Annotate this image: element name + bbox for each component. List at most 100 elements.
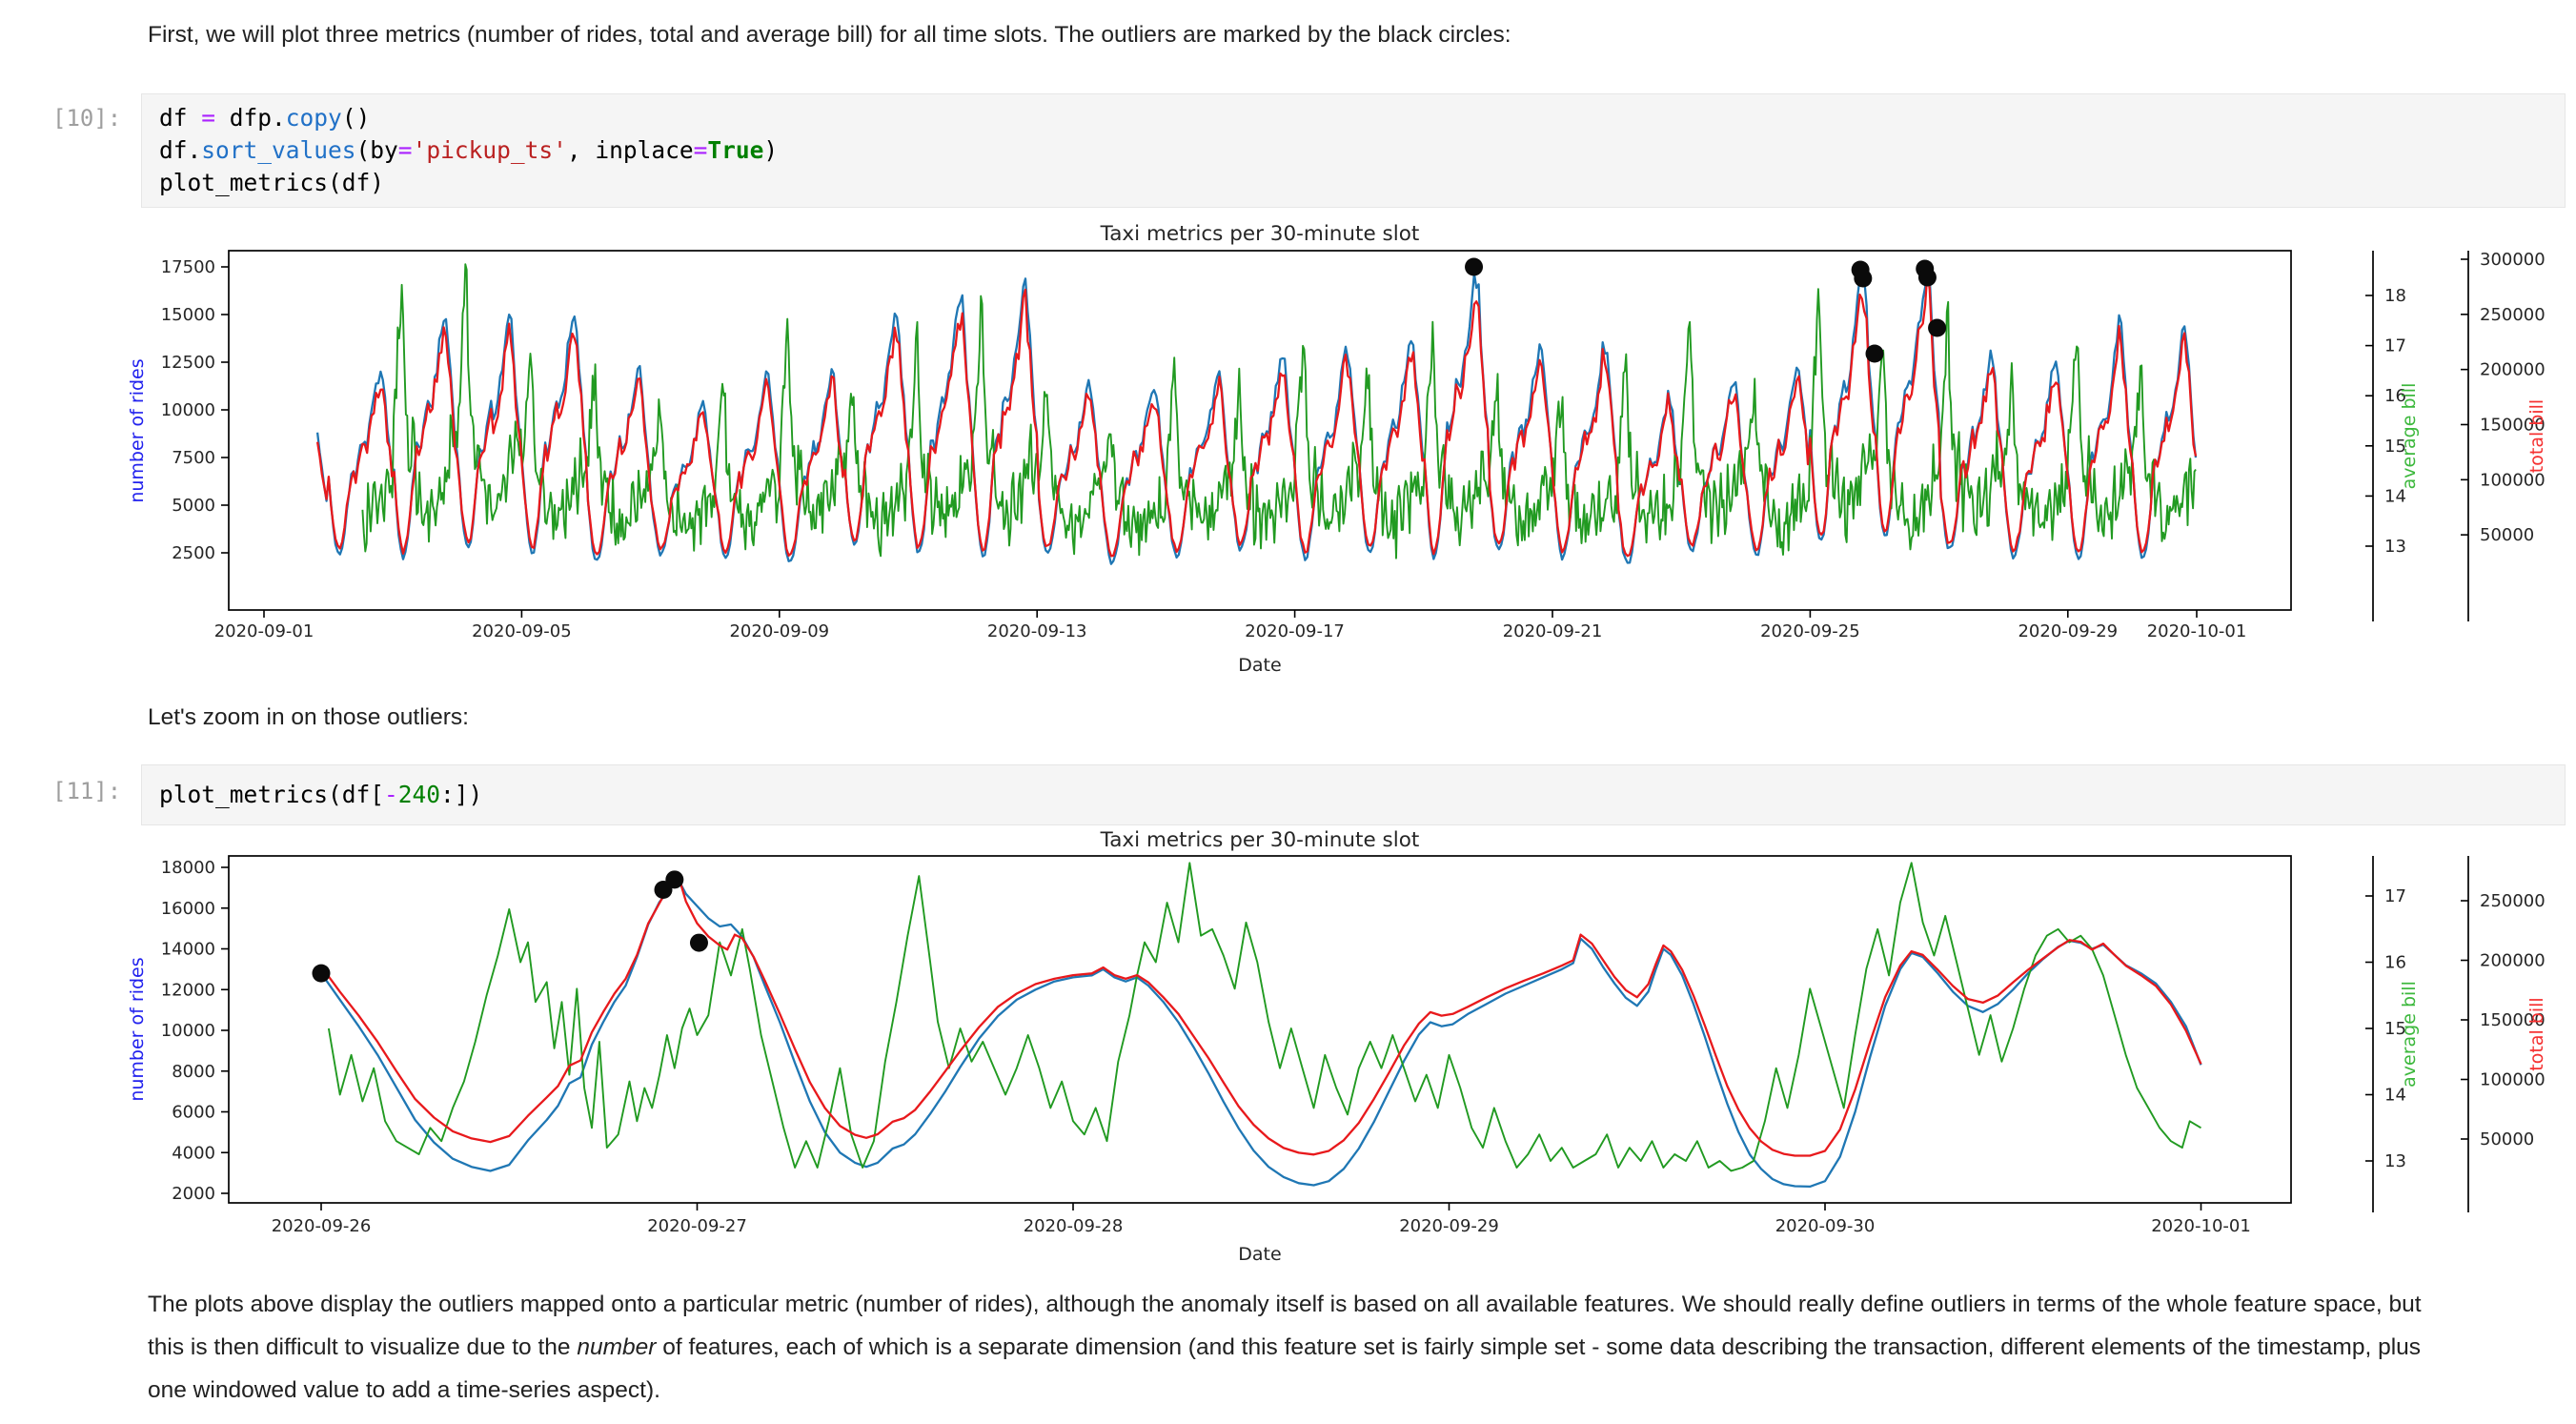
closing-text-italic: number [577, 1334, 657, 1360]
code-token-pl: () [341, 104, 371, 132]
svg-text:Taxi metrics per 30-minute slo: Taxi metrics per 30-minute slot [1100, 222, 1420, 246]
svg-text:8000: 8000 [172, 1062, 215, 1082]
svg-text:17: 17 [2384, 886, 2406, 906]
outlier-marker [665, 870, 684, 889]
markdown-zoom-text: Let's zoom in on those outliers: [148, 704, 469, 730]
svg-text:Date: Date [1238, 1244, 1281, 1265]
svg-text:2020-09-28: 2020-09-28 [1024, 1216, 1124, 1236]
code-token-str: 'pickup_ts' [412, 136, 567, 164]
svg-text:17: 17 [2384, 336, 2406, 356]
svg-text:17500: 17500 [161, 257, 215, 277]
code-token-op: = [693, 136, 708, 164]
svg-text:total bill: total bill [2526, 399, 2547, 473]
svg-text:2020-09-21: 2020-09-21 [1503, 621, 1603, 641]
code-token-pl: dfp. [215, 104, 286, 132]
svg-text:50000: 50000 [2480, 1129, 2534, 1149]
svg-text:14000: 14000 [161, 940, 215, 960]
svg-text:2500: 2500 [172, 543, 215, 563]
svg-text:100000: 100000 [2480, 1070, 2546, 1090]
code-editor-11[interactable]: plot_metrics(df[-240:]) [159, 779, 2547, 811]
svg-text:6000: 6000 [172, 1103, 215, 1123]
svg-text:5000: 5000 [172, 496, 215, 516]
cell-prompt-11: [11]: [52, 778, 122, 804]
outlier-marker [312, 964, 331, 983]
code-token-kw: True [707, 136, 764, 164]
code-token-prop: copy [285, 104, 342, 132]
plot-frame [228, 250, 2292, 611]
svg-text:50000: 50000 [2480, 525, 2534, 545]
code-editor-10[interactable]: df = dfp.copy() df.sort_values(by='pickup… [159, 102, 2547, 199]
svg-text:13: 13 [2384, 537, 2406, 557]
svg-text:average bill: average bill [2399, 981, 2420, 1088]
svg-text:Date: Date [1238, 655, 1281, 676]
svg-text:2020-09-09: 2020-09-09 [729, 621, 829, 641]
svg-text:4000: 4000 [172, 1143, 215, 1163]
closing-text-post: of features, each of which is a separate… [148, 1334, 2422, 1403]
svg-text:2020-09-27: 2020-09-27 [647, 1216, 747, 1236]
outlier-marker [1865, 344, 1884, 363]
code-token-pl: df. [159, 136, 202, 164]
outlier-marker [1917, 268, 1937, 287]
svg-text:250000: 250000 [2480, 891, 2546, 911]
svg-text:15: 15 [2384, 437, 2406, 457]
closing-text-pre: The plots above display the outliers map… [148, 1292, 2422, 1360]
code-token-prop: sort_values [201, 136, 356, 164]
outlier-marker [1928, 318, 1947, 337]
svg-text:2020-09-29: 2020-09-29 [1399, 1216, 1499, 1236]
series-total-bill [315, 270, 2198, 558]
svg-text:total bill: total bill [2526, 997, 2547, 1070]
svg-text:200000: 200000 [2480, 951, 2546, 971]
svg-text:2000: 2000 [172, 1184, 215, 1204]
svg-text:2020-09-05: 2020-09-05 [472, 621, 572, 641]
code-token-pl: :]) [440, 781, 483, 808]
svg-text:14: 14 [2384, 1086, 2406, 1106]
svg-text:200000: 200000 [2480, 360, 2546, 380]
svg-text:2020-09-17: 2020-09-17 [1245, 621, 1345, 641]
svg-text:Taxi metrics per 30-minute slo: Taxi metrics per 30-minute slot [1100, 828, 1420, 852]
code-token-op: - [384, 781, 398, 808]
code-token-num: 240 [397, 781, 441, 808]
cell-prompt-10: [10]: [52, 105, 122, 132]
series-average-bill [361, 263, 2197, 559]
svg-text:2020-09-25: 2020-09-25 [1760, 621, 1860, 641]
outlier-marker [1854, 269, 1873, 288]
code-token-pl: plot_metrics(df) [159, 169, 385, 196]
markdown-cell-closing: The plots above display the outliers map… [148, 1283, 2443, 1412]
svg-text:2020-10-01: 2020-10-01 [2151, 1216, 2251, 1236]
markdown-cell-zoom: Let's zoom in on those outliers: [148, 696, 469, 739]
svg-text:2020-09-30: 2020-09-30 [1775, 1216, 1876, 1236]
figure-taxi-metrics-zoom: Taxi metrics per 30-minute slot number of… [127, 828, 2547, 1265]
code-token-pl: plot_metrics(df[ [159, 781, 385, 808]
svg-text:16: 16 [2384, 953, 2406, 973]
svg-text:10000: 10000 [161, 400, 215, 420]
code-cell-10[interactable]: df = dfp.copy() df.sort_values(by='pickup… [141, 93, 2566, 208]
svg-text:average bill: average bill [2399, 383, 2420, 490]
series-average-bill [327, 862, 2201, 1172]
plot-frame [228, 855, 2292, 1204]
outlier-marker [1465, 257, 1484, 276]
svg-text:150000: 150000 [2480, 1010, 2546, 1030]
svg-text:150000: 150000 [2480, 415, 2546, 435]
svg-text:16000: 16000 [161, 899, 215, 919]
svg-text:2020-10-01: 2020-10-01 [2147, 621, 2247, 641]
code-token-op: = [397, 136, 413, 164]
svg-text:10000: 10000 [161, 1021, 215, 1041]
svg-text:15000: 15000 [161, 305, 215, 325]
svg-text:15: 15 [2384, 1019, 2406, 1039]
svg-text:100000: 100000 [2480, 470, 2546, 490]
outlier-marker [689, 933, 708, 952]
figure-taxi-metrics-overview: Taxi metrics per 30-minute slot number of… [127, 222, 2547, 676]
svg-text:number of rides: number of rides [127, 358, 148, 502]
svg-text:2020-09-29: 2020-09-29 [2018, 621, 2118, 641]
code-cell-11[interactable]: plot_metrics(df[-240:]) [141, 764, 2566, 825]
svg-text:2020-09-13: 2020-09-13 [987, 621, 1087, 641]
svg-text:18000: 18000 [161, 858, 215, 878]
svg-text:number of rides: number of rides [127, 957, 148, 1101]
svg-text:250000: 250000 [2480, 305, 2546, 325]
svg-text:7500: 7500 [172, 448, 215, 468]
code-token-pl: df [159, 104, 202, 132]
code-token-op: = [201, 104, 216, 132]
markdown-intro-text: First, we will plot three metrics (numbe… [148, 22, 1511, 48]
